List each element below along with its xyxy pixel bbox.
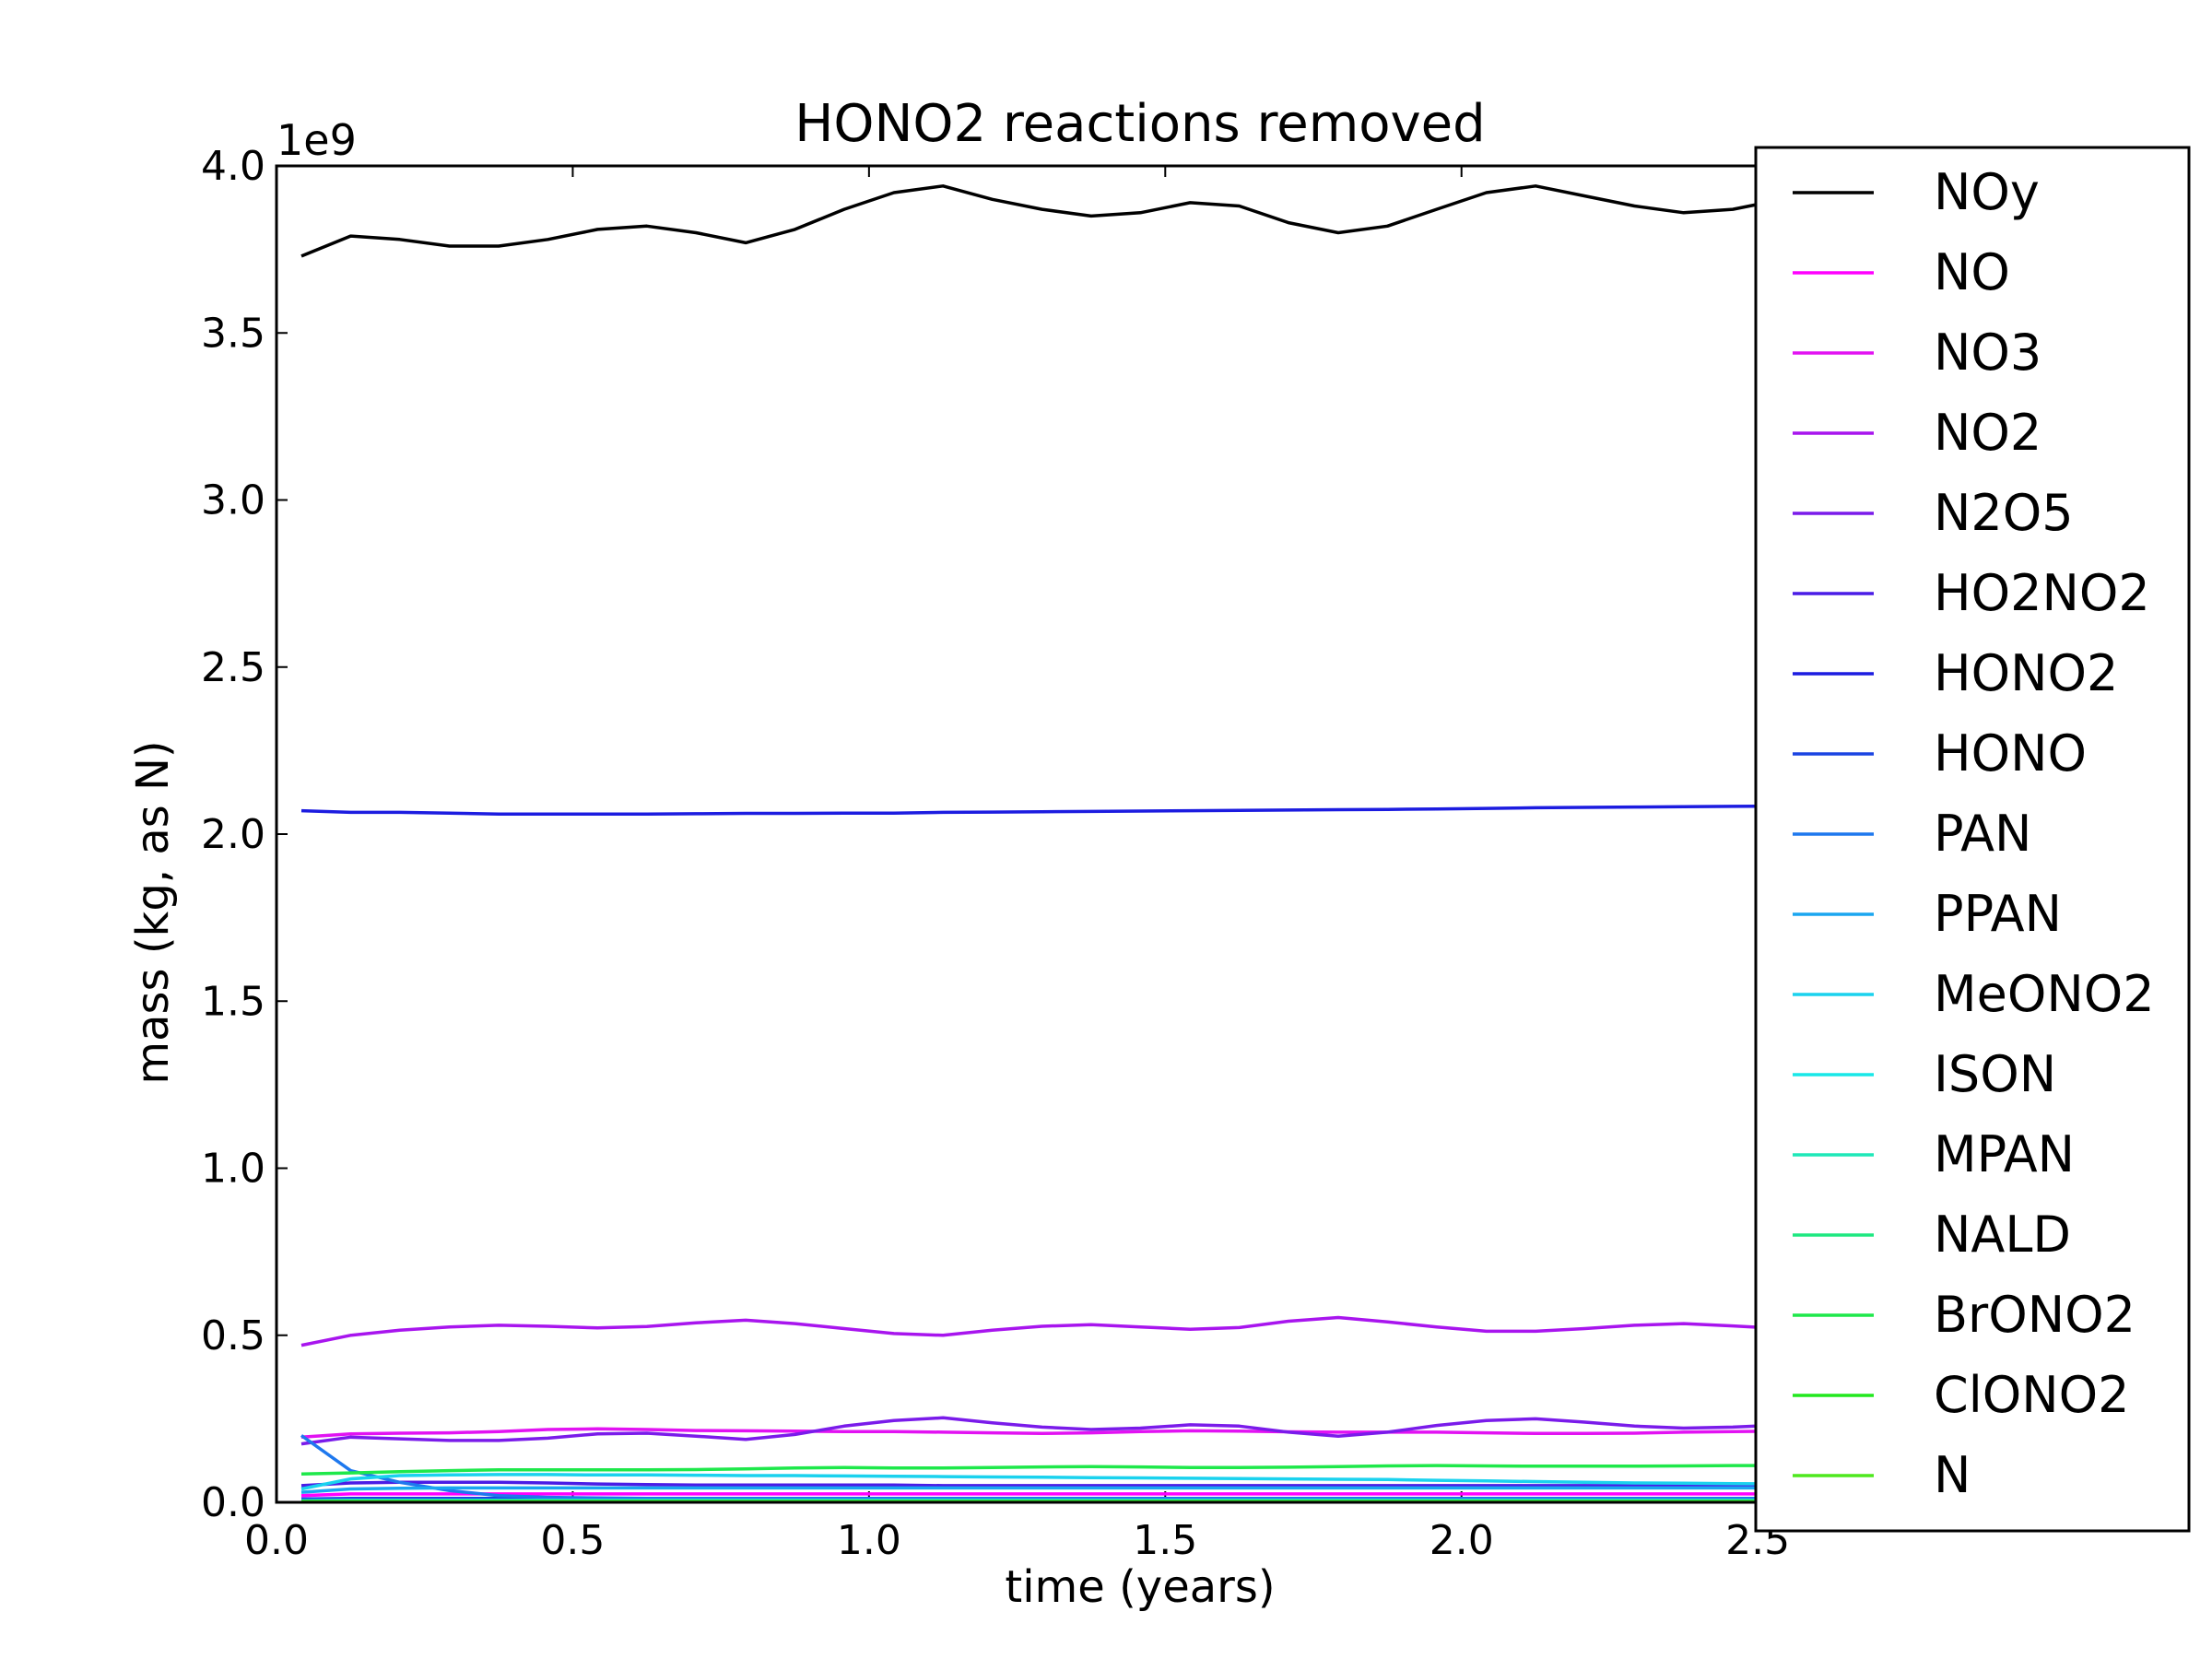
chart-title: HONO2 reactions removed <box>794 94 1485 154</box>
legend-label: PPAN <box>1934 885 2062 943</box>
y-tick-label: 2.0 <box>201 811 265 858</box>
x-tick-label: 1.0 <box>837 1517 901 1564</box>
series-line-pan <box>300 1434 1881 1500</box>
legend-label: ClONO2 <box>1934 1366 2129 1424</box>
legend-label: HO2NO2 <box>1934 564 2150 622</box>
series-line-ho2no2 <box>300 1480 1881 1488</box>
legend-label: N2O5 <box>1934 484 2074 542</box>
series-line-noy <box>300 184 1882 258</box>
series-line-meono2 <box>300 1473 1881 1491</box>
y-tick-label: 3.0 <box>201 477 265 524</box>
legend-label: HONO <box>1934 724 2087 782</box>
y-offset-label: 1e9 <box>276 115 357 165</box>
series-line-ppan <box>300 1486 1881 1494</box>
series-line-n2o5 <box>300 1416 1881 1446</box>
legend-label: MPAN <box>1934 1125 2075 1183</box>
legend-label: NO <box>1934 243 2010 301</box>
y-tick-label: 2.5 <box>201 644 265 691</box>
x-axis-label: time (years) <box>1005 1561 1275 1613</box>
y-tick-label: 0.0 <box>201 1479 265 1526</box>
y-tick-label: 1.0 <box>201 1146 265 1193</box>
legend-label: N <box>1934 1446 1971 1504</box>
legend: NOy NO NO3 NO2 N2O5 HO2NO2 HONO2 HONO PAN PPAN MeO… <box>1754 146 2191 1533</box>
legend-label: NO3 <box>1934 324 2041 382</box>
x-tick-label: 1.5 <box>1133 1517 1197 1564</box>
series-line-no <box>300 1492 1881 1498</box>
y-axis-label: mass (kg, as N) <box>127 740 179 1084</box>
legend-label: MeONO2 <box>1934 965 2155 1023</box>
x-tick-label: 0.0 <box>244 1517 309 1564</box>
legend-label: NALD <box>1934 1206 2071 1264</box>
y-tick-label: 1.5 <box>201 978 265 1025</box>
legend-box <box>1754 146 2191 1533</box>
legend-label: ISON <box>1934 1045 2056 1103</box>
series-line-hono2 <box>300 804 1881 817</box>
series-line-no2 <box>300 1315 1881 1347</box>
y-tick-label: 4.0 <box>201 143 265 190</box>
y-tick-label: 3.5 <box>201 310 265 357</box>
x-tick-label: 2.0 <box>1430 1517 1494 1564</box>
axis-ticks: 0.0 0.5 1.0 1.5 2.0 2.50.00.51.01.52.02.53.03… <box>201 143 1936 1564</box>
series-line-no3 <box>300 1427 1881 1440</box>
legend-label: BrONO2 <box>1934 1286 2136 1344</box>
series-line-brono2 <box>300 1464 1881 1476</box>
legend-label: NO2 <box>1934 404 2041 462</box>
x-tick-label: 0.5 <box>540 1517 605 1564</box>
legend-label: PAN <box>1934 805 2031 863</box>
y-tick-label: 0.5 <box>201 1312 265 1359</box>
legend-label: HONO2 <box>1934 644 2118 702</box>
legend-label: NOy <box>1934 163 2040 221</box>
